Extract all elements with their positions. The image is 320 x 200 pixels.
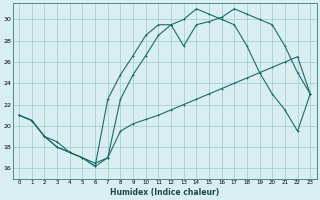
X-axis label: Humidex (Indice chaleur): Humidex (Indice chaleur): [110, 188, 219, 197]
